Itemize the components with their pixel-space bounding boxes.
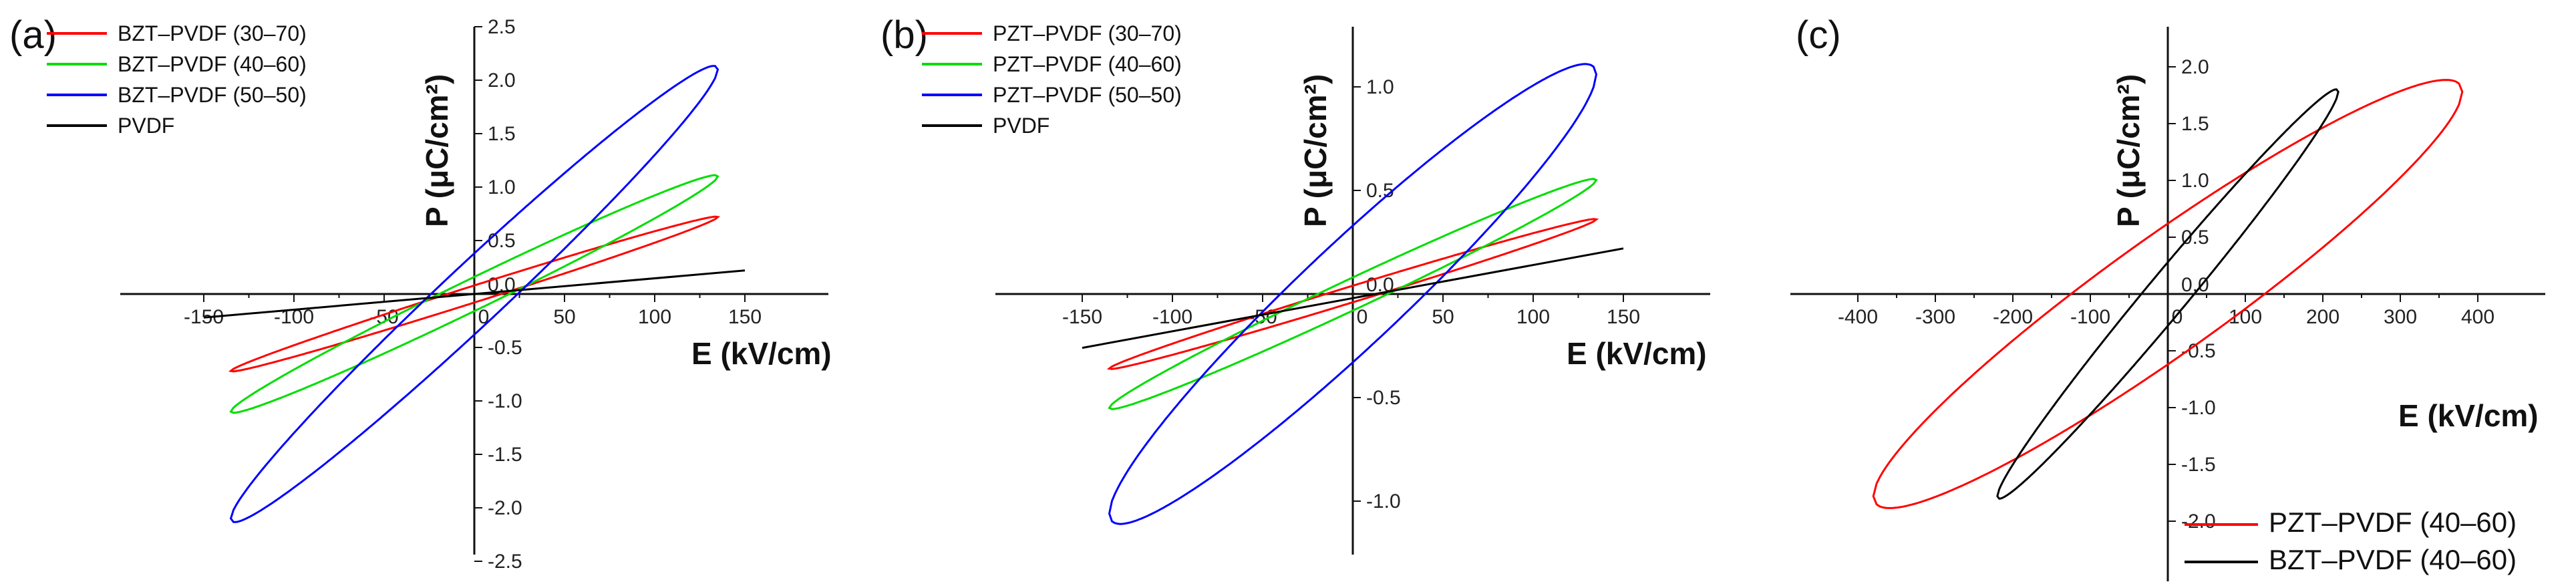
panel-b-x-ticks: -150 -100 -50 0 50 100 150	[1062, 294, 1640, 328]
legend-label: PZT–PVDF (40–60)	[993, 52, 1182, 76]
panel-c-legend: PZT–PVDF (40–60) BZT–PVDF (40–60)	[2185, 506, 2517, 575]
y-tick-label: 2.0	[488, 69, 516, 92]
x-tick-label: 400	[2461, 306, 2494, 328]
y-tick-label: 1.0	[2181, 170, 2209, 192]
y-tick-label: 0.5	[1366, 180, 1394, 202]
panel-a-chart: -150 -100 -50 0 50 100 150 -2.5-2.0-1.5-1.0-0.…	[9, 13, 832, 573]
panel-b-axes: -150 -100 -50 0 50 100 150 -1.0-0.50.51.00.0	[995, 27, 1710, 555]
series-line-2	[229, 174, 719, 414]
series-line-4	[1082, 247, 1624, 349]
x-tick-label: 150	[728, 306, 762, 328]
series-line-3	[1108, 63, 1598, 525]
y-tick-label: -2.5	[488, 551, 522, 573]
y-tick-label: 1.5	[2181, 113, 2209, 135]
y-tick-label: -1.0	[2181, 397, 2216, 419]
panel-a-label: (a)	[9, 13, 57, 57]
y-tick-label: -2.0	[488, 497, 522, 519]
legend-label: PZT–PVDF (30–70)	[993, 21, 1182, 45]
panel-b-series	[1082, 63, 1624, 525]
panel-c-x-ticks: -400 -300 -200 -100 0 100 200 300 400	[1838, 294, 2494, 328]
x-tick-label: 0	[1357, 306, 1368, 328]
legend-label: BZT–PVDF (40–60)	[118, 52, 307, 76]
y-tick-label: -1.0	[1366, 490, 1401, 512]
panel-b-y-ticks: -1.0-0.50.51.00.0	[1353, 76, 1401, 512]
panel-b-xlabel: E (kV/cm)	[1567, 336, 1707, 371]
y-tick-label: -1.5	[488, 444, 522, 466]
series-line-1	[1872, 79, 2464, 509]
y-tick-label: 1.5	[488, 123, 516, 145]
panel-b-label: (b)	[880, 13, 928, 57]
x-tick-label: 100	[1516, 306, 1550, 328]
legend-label: PVDF	[118, 114, 174, 138]
x-tick-label: -400	[1838, 306, 1878, 328]
x-tick-label: 50	[553, 306, 575, 328]
panel-c-series	[1872, 79, 2464, 509]
x-tick-label: -100	[1152, 306, 1192, 328]
y-tick-label: -2.0	[2181, 510, 2216, 533]
series-line-4	[203, 269, 746, 319]
y-tick-label: -0.5	[488, 337, 522, 359]
legend-label: PZT–PVDF (40–60)	[2269, 506, 2517, 538]
panel-a-series	[203, 65, 746, 523]
y-tick-label: 0.5	[488, 230, 516, 252]
y-tick-label: -0.5	[1366, 387, 1401, 409]
y-tick-label: 1.0	[488, 176, 516, 198]
legend-label: PVDF	[993, 114, 1050, 138]
panel-c-xlabel: E (kV/cm)	[2398, 398, 2539, 433]
y-tick-label: 2.0	[2181, 56, 2209, 78]
series-line-1	[228, 215, 721, 373]
panel-a-ylabel: P (μC/cm²)	[420, 74, 454, 227]
legend-label: PZT–PVDF (50–50)	[993, 83, 1182, 107]
legend-label: BZT–PVDF (30–70)	[118, 21, 307, 45]
y-tick-label: 2.5	[488, 16, 516, 38]
legend-label: BZT–PVDF (50–50)	[118, 83, 307, 107]
panel-b-ylabel: P (μC/cm²)	[1298, 74, 1333, 227]
series-line-1	[1106, 218, 1599, 370]
series-line-2	[1996, 88, 2340, 500]
x-tick-label: -200	[1993, 306, 2033, 328]
panel-c-y-ticks: -2.0-1.5-1.0-0.50.51.01.52.00.0	[2168, 56, 2216, 533]
x-tick-label: -300	[1915, 306, 1955, 328]
y-tick-label: 1.0	[1366, 76, 1394, 98]
y-tick-label: -1.5	[2181, 454, 2216, 476]
y-tick-label: -1.0	[488, 390, 522, 412]
x-tick-label: 200	[2306, 306, 2340, 328]
x-tick-label: 50	[1432, 306, 1454, 328]
panel-c-axes: -400 -300 -200 -100 0 100 200 300 400 -2.0-1.5-1…	[1790, 27, 2545, 581]
panel-b-chart: -150 -100 -50 0 50 100 150 -1.0-0.50.51.00.0 (…	[880, 13, 1710, 555]
panel-b-legend: PZT–PVDF (30–70) PZT–PVDF (40–60) PZT–PVDF…	[922, 21, 1182, 138]
legend-label: BZT–PVDF (40–60)	[2269, 544, 2517, 575]
x-tick-label: 150	[1607, 306, 1640, 328]
x-tick-label: -100	[2070, 306, 2110, 328]
panel-a-xlabel: E (kV/cm)	[691, 336, 832, 371]
x-tick-label: 300	[2384, 306, 2417, 328]
panel-a-legend: BZT–PVDF (30–70) BZT–PVDF (40–60) BZT–PVDF…	[47, 21, 307, 138]
series-line-3	[229, 65, 719, 523]
x-tick-label: 100	[638, 306, 671, 328]
panel-c-label: (c)	[1796, 13, 1841, 57]
panel-c-chart: -400 -300 -200 -100 0 100 200 300 400 -2.0-1.5-1…	[1790, 13, 2545, 581]
panel-c-ylabel: P (μC/cm²)	[2111, 74, 2146, 227]
x-tick-label: -150	[1062, 306, 1102, 328]
series-line-2	[1108, 178, 1598, 410]
